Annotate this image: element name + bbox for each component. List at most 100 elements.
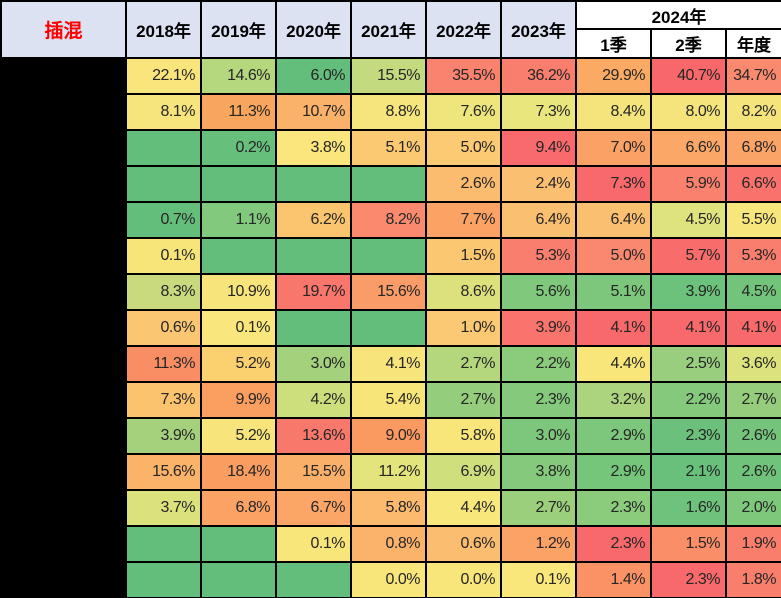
col-header-2024-ytd: 年度 xyxy=(724,28,781,59)
heatmap-cell: 6.4% xyxy=(500,201,577,239)
table-title: 插混 xyxy=(0,0,127,59)
row-label-redacted xyxy=(0,417,127,455)
heatmap-cell: 0.1% xyxy=(200,309,277,347)
heatmap-cell: 1.6% xyxy=(650,489,727,527)
heatmap-cell: 6.7% xyxy=(275,489,352,527)
heatmap-cell: 7.6% xyxy=(425,93,502,131)
heatmap-cell: 8.3% xyxy=(125,273,202,311)
col-header-2024-q1: 1季 xyxy=(575,28,652,59)
heatmap-cell: 7.3% xyxy=(575,165,652,203)
heatmap-cell: 4.5% xyxy=(650,201,727,239)
table-row: 0.0% 0.0% 0.1% 1.4% 2.3% 1.8% xyxy=(0,561,781,598)
heatmap-cell: 6.4% xyxy=(575,201,652,239)
heatmap-cell: 11.3% xyxy=(200,93,277,131)
heatmap-cell: 2.3% xyxy=(650,561,727,598)
table-row: 0.1% 0.8% 0.6% 1.2% 2.3% 1.5% 1.9% xyxy=(0,525,781,563)
col-header-2024-group: 2024年 xyxy=(574,0,781,30)
heatmap-cell: 2.2% xyxy=(500,345,577,383)
heatmap-cell: 6.2% xyxy=(275,201,352,239)
heatmap-cell: 10.7% xyxy=(275,93,352,131)
heatmap-cell: 5.8% xyxy=(425,417,502,455)
heatmap-cell: 2.1% xyxy=(650,453,727,491)
heatmap-cell: 15.5% xyxy=(275,453,352,491)
heatmap-cell xyxy=(350,309,427,347)
header-row-2: 1季 2季 年度 xyxy=(1,28,781,59)
heatmap-cell: 0.1% xyxy=(500,561,577,598)
col-header-2019: 2019年 xyxy=(200,0,277,59)
heatmap-cell: 3.8% xyxy=(275,129,352,167)
heatmap-cell xyxy=(200,561,277,598)
heatmap-cell: 29.9% xyxy=(575,57,652,95)
heatmap-cell xyxy=(200,165,277,203)
heatmap-cell: 11.2% xyxy=(350,453,427,491)
header-row-1: 插混 2018年 2019年 2020年 2021年 2022年 2023年 2… xyxy=(0,0,781,59)
heatmap-cell: 2.3% xyxy=(650,417,727,455)
heatmap-cell: 1.2% xyxy=(500,525,577,563)
col-header-2024-q2: 2季 xyxy=(650,28,727,59)
heatmap-cell: 4.1% xyxy=(724,309,781,347)
heatmap-cell: 7.3% xyxy=(500,93,577,131)
heatmap-cell: 1.1% xyxy=(200,201,277,239)
table-row: 15.6% 18.4% 15.5% 11.2% 6.9% 3.8% 2.9% 2.1% 2.6% xyxy=(0,453,781,491)
table-row: 3.9% 5.2% 13.6% 9.0% 5.8% 3.0% 2.9% 2.3% 2.6% xyxy=(0,417,781,455)
heatmap-cell: 2.2% xyxy=(650,381,727,419)
heatmap-cell: 9.0% xyxy=(350,417,427,455)
heatmap-cell: 4.5% xyxy=(724,273,781,311)
heatmap-cell: 6.6% xyxy=(724,165,781,203)
col-header-2022: 2022年 xyxy=(425,0,502,59)
heatmap-cell xyxy=(200,525,277,563)
heatmap-cell: 18.4% xyxy=(200,453,277,491)
table-row: 22.1% 14.6% 6.0% 15.5% 35.5% 36.2% 29.9% 40.7% 3… xyxy=(0,57,781,95)
heatmap-cell: 3.9% xyxy=(650,273,727,311)
table-row: 0.7% 1.1% 6.2% 8.2% 7.7% 6.4% 6.4% 4.5% 5.5% xyxy=(0,201,781,239)
heatmap-cell: 0.8% xyxy=(350,525,427,563)
heatmap-cell: 3.9% xyxy=(125,417,202,455)
heatmap-cell: 2.3% xyxy=(575,525,652,563)
heatmap-cell: 5.4% xyxy=(350,381,427,419)
heatmap-cell: 7.7% xyxy=(425,201,502,239)
heatmap-cell: 10.9% xyxy=(200,273,277,311)
heatmap-cell xyxy=(125,129,202,167)
col-header-2021: 2021年 xyxy=(350,0,427,59)
heatmap-cell: 3.8% xyxy=(500,453,577,491)
heatmap-cell xyxy=(350,237,427,275)
heatmap-cell: 2.0% xyxy=(724,489,781,527)
heatmap-cell: 15.6% xyxy=(125,453,202,491)
heatmap-cell: 35.5% xyxy=(425,57,502,95)
heatmap-cell: 7.3% xyxy=(125,381,202,419)
heatmap-cell: 5.0% xyxy=(575,237,652,275)
heatmap-cell: 4.1% xyxy=(350,345,427,383)
heatmap-cell: 1.0% xyxy=(425,309,502,347)
heatmap-cell: 22.1% xyxy=(125,57,202,95)
heatmap-cell: 0.6% xyxy=(125,309,202,347)
heatmap-cell: 2.6% xyxy=(425,165,502,203)
heatmap-cell: 4.1% xyxy=(650,309,727,347)
heatmap-cell: 4.2% xyxy=(275,381,352,419)
table-row: 3.7% 6.8% 6.7% 5.8% 4.4% 2.7% 2.3% 1.6% 2.0% xyxy=(0,489,781,527)
heatmap-cell: 8.6% xyxy=(425,273,502,311)
table-row: 2.6% 2.4% 7.3% 5.9% 6.6% xyxy=(0,165,781,203)
heatmap-cell: 1.4% xyxy=(575,561,652,598)
heatmap-cell xyxy=(275,561,352,598)
row-label-redacted xyxy=(0,525,127,563)
heatmap-cell: 2.9% xyxy=(575,453,652,491)
row-label-redacted xyxy=(0,309,127,347)
heatmap-cell: 0.7% xyxy=(125,201,202,239)
heatmap-cell: 8.0% xyxy=(650,93,727,131)
heatmap-cell: 1.5% xyxy=(425,237,502,275)
heatmap-cell: 5.0% xyxy=(425,129,502,167)
heatmap-cell: 5.2% xyxy=(200,345,277,383)
heatmap-cell xyxy=(125,561,202,598)
heatmap-cell xyxy=(125,165,202,203)
heatmap-cell: 2.6% xyxy=(724,417,781,455)
row-label-redacted xyxy=(0,129,127,167)
row-label-redacted xyxy=(0,453,127,491)
heatmap-cell: 2.7% xyxy=(500,489,577,527)
heatmap-cell xyxy=(125,525,202,563)
heatmap-cell: 2.9% xyxy=(575,417,652,455)
row-label-redacted xyxy=(0,345,127,383)
heatmap-cell: 2.7% xyxy=(425,381,502,419)
heatmap-cell: 8.4% xyxy=(575,93,652,131)
